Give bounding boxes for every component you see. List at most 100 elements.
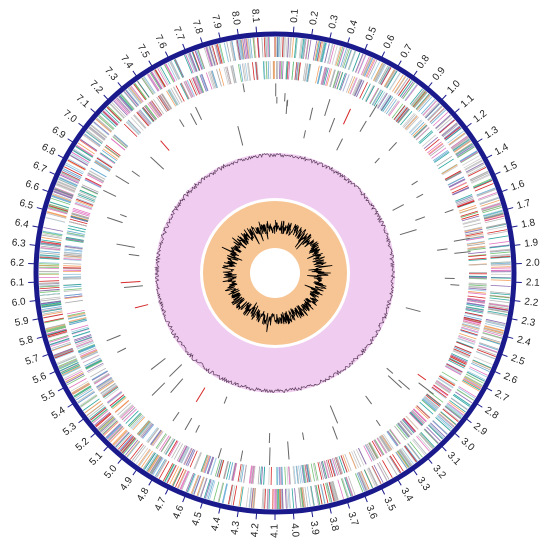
feature-stripe xyxy=(333,70,340,89)
feature-stripe xyxy=(389,429,401,444)
feature-stripe xyxy=(442,124,459,138)
feature-stripe xyxy=(373,464,384,483)
tick-label: 7.1 xyxy=(73,93,91,111)
feature-stripe xyxy=(288,466,291,485)
feature-stripe xyxy=(306,63,310,82)
feature-stripe xyxy=(321,42,327,63)
tick-mark xyxy=(347,502,351,509)
tick-label: 4.6 xyxy=(171,503,187,520)
feature-stripe xyxy=(456,145,475,158)
feature-stripe xyxy=(338,456,346,474)
feature-stripe xyxy=(424,396,439,409)
feature-stripe xyxy=(71,327,90,334)
feature-stripe xyxy=(61,365,81,376)
feature-stripe xyxy=(40,242,61,247)
feature-stripe xyxy=(365,58,375,78)
feature-stripe xyxy=(334,71,341,89)
feature-stripe xyxy=(187,53,196,73)
feature-stripe xyxy=(368,442,378,459)
feature-stripe xyxy=(456,389,474,401)
feature-stripe xyxy=(107,105,123,121)
feature-stripe xyxy=(105,144,121,157)
feature-stripe xyxy=(453,348,471,357)
feature-stripe xyxy=(450,355,467,364)
tick-mark xyxy=(364,43,368,50)
rna-stripe xyxy=(388,142,397,152)
feature-stripe xyxy=(149,101,162,117)
tick-mark xyxy=(441,94,447,100)
feature-stripe xyxy=(426,393,441,406)
feature-stripe xyxy=(288,61,291,80)
feature-stripe xyxy=(425,138,440,151)
feature-stripe xyxy=(66,309,85,315)
feature-stripe xyxy=(320,461,326,480)
feature-stripe xyxy=(39,285,60,288)
tick-label: 7.8 xyxy=(190,19,205,36)
feature-stripe xyxy=(366,468,376,487)
feature-stripe xyxy=(477,347,497,356)
feature-stripe xyxy=(305,464,310,483)
feature-stripe xyxy=(137,420,150,435)
feature-stripe xyxy=(249,487,253,508)
tick-mark xyxy=(78,122,84,128)
feature-stripe xyxy=(249,465,253,484)
feature-stripe xyxy=(143,76,156,94)
feature-stripe xyxy=(73,150,91,162)
feature-stripe xyxy=(476,189,496,197)
feature-stripe xyxy=(477,192,497,200)
feature-stripe xyxy=(304,464,309,483)
feature-stripe xyxy=(119,404,134,418)
feature-stripe xyxy=(369,88,380,105)
feature-stripe xyxy=(404,445,418,462)
rna-stripe xyxy=(387,375,402,389)
tick-label: 7.3 xyxy=(102,65,120,83)
feature-stripe xyxy=(388,101,400,117)
feature-stripe xyxy=(47,331,68,338)
feature-stripe xyxy=(386,431,398,447)
tick-mark xyxy=(511,225,518,228)
feature-stripe xyxy=(130,86,143,103)
feature-stripe xyxy=(74,386,92,398)
feature-stripe xyxy=(344,453,352,471)
feature-stripe xyxy=(485,321,505,327)
feature-stripe xyxy=(268,488,270,509)
tick-label: 5.9 xyxy=(14,315,30,329)
tick-mark xyxy=(381,51,386,58)
feature-stripe xyxy=(103,421,119,436)
feature-stripe xyxy=(361,83,371,100)
feature-stripe xyxy=(355,448,365,466)
feature-stripe xyxy=(287,488,290,509)
feature-stripe xyxy=(438,377,454,388)
feature-stripe xyxy=(112,136,127,149)
feature-stripe xyxy=(441,123,458,137)
feature-stripe xyxy=(64,370,83,381)
feature-stripe xyxy=(195,76,203,94)
feature-stripe xyxy=(63,168,82,178)
feature-stripe xyxy=(74,202,92,210)
feature-stripe xyxy=(80,138,98,151)
feature-stripe xyxy=(96,377,112,388)
feature-stripe xyxy=(479,343,499,351)
feature-stripe xyxy=(163,437,174,454)
feature-stripe xyxy=(65,237,84,242)
tick-mark xyxy=(486,387,493,392)
feature-stripe xyxy=(197,49,205,69)
feature-stripe xyxy=(105,423,121,438)
feature-stripe xyxy=(57,180,77,190)
feature-stripe xyxy=(464,312,483,318)
feature-stripe xyxy=(489,295,510,299)
feature-stripe xyxy=(473,356,493,365)
tick-mark xyxy=(218,507,221,514)
feature-stripe xyxy=(39,284,60,287)
feature-stripe xyxy=(183,81,192,99)
feature-stripe xyxy=(70,324,89,331)
feature-stripe xyxy=(426,105,442,121)
feature-stripe xyxy=(243,63,247,82)
feature-stripe xyxy=(466,162,485,173)
feature-stripe xyxy=(315,65,320,84)
feature-stripe xyxy=(487,230,508,236)
feature-stripe xyxy=(62,366,81,377)
feature-stripe xyxy=(434,382,451,393)
feature-stripe xyxy=(332,480,339,501)
